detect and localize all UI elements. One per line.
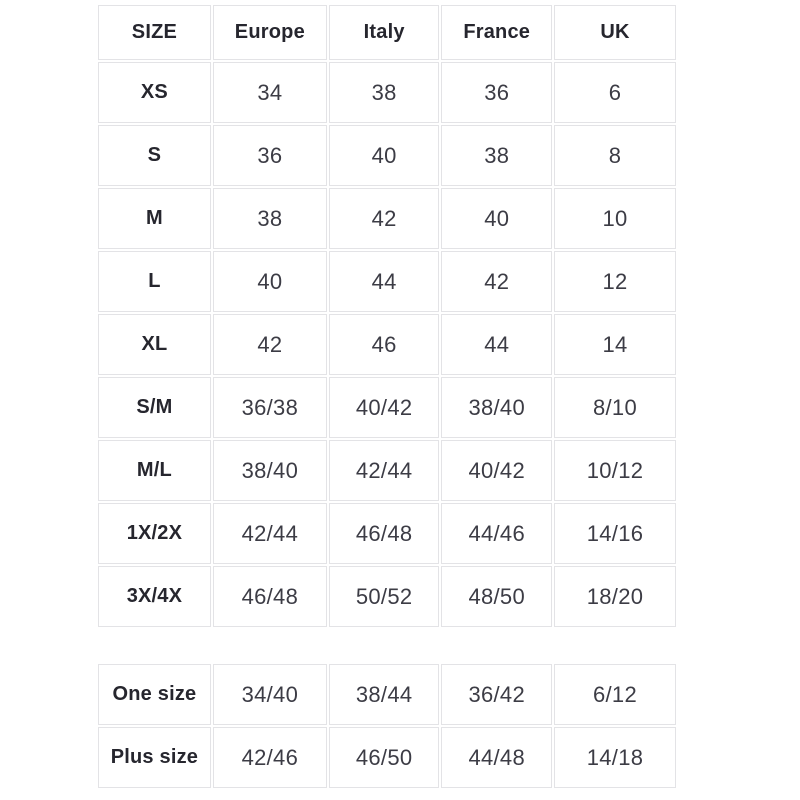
value-cell: 44/48 [441,727,553,788]
value-cell: 42/44 [212,503,327,564]
column-header: SIZE [98,5,211,60]
value-cell: 14/16 [554,503,676,564]
size-conversion-table-header: SIZE Europe Italy France UK [98,5,676,60]
value-cell: 48/50 [441,566,553,627]
table-row: XS 34 38 36 6 [98,62,676,123]
row-label-cell: S/M [98,377,211,438]
table-row: M 38 42 40 10 [98,188,676,249]
row-label-cell: Plus size [98,727,211,788]
table-row: Plus size 42/46 46/50 44/48 14/18 [98,727,676,788]
row-label-cell: 3X/4X [98,566,211,627]
value-cell: 46/48 [328,503,440,564]
value-cell: 38/40 [441,377,553,438]
row-label-cell: 1X/2X [98,503,211,564]
row-label-cell: M/L [98,440,211,501]
value-cell: 42 [441,251,553,312]
value-cell: 36/42 [441,664,553,725]
value-cell: 34 [212,62,327,123]
row-label-cell: One size [98,664,211,725]
value-cell: 40 [212,251,327,312]
table-row: L 40 44 42 12 [98,251,676,312]
value-cell: 36/38 [212,377,327,438]
value-cell: 46/50 [328,727,440,788]
value-cell: 40 [328,125,440,186]
column-header: UK [554,5,676,60]
value-cell: 14 [554,314,676,375]
value-cell: 42/46 [212,727,327,788]
value-cell: 38 [328,62,440,123]
table-row: S/M 36/38 40/42 38/40 8/10 [98,377,676,438]
row-label-cell: M [98,188,211,249]
table-gap [96,629,678,662]
special-sizes-table-body: One size 34/40 38/44 36/42 6/12 Plus size 42/4… [98,664,676,788]
value-cell: 6/12 [554,664,676,725]
value-cell: 38/44 [328,664,440,725]
value-cell: 34/40 [212,664,327,725]
value-cell: 40/42 [441,440,553,501]
value-cell: 40/42 [328,377,440,438]
table-row: One size 34/40 38/44 36/42 6/12 [98,664,676,725]
row-label-cell: XL [98,314,211,375]
value-cell: 44/46 [441,503,553,564]
row-label-cell: S [98,125,211,186]
table-row: XL 42 46 44 14 [98,314,676,375]
value-cell: 46 [328,314,440,375]
column-header: France [441,5,553,60]
table-row: S 36 40 38 8 [98,125,676,186]
column-header: Italy [328,5,440,60]
size-charts-container: SIZE Europe Italy France UK XS 34 38 36 6 S 36 40 38… [96,3,678,790]
row-label-cell: XS [98,62,211,123]
row-label-cell: L [98,251,211,312]
value-cell: 36 [441,62,553,123]
value-cell: 50/52 [328,566,440,627]
header-row: SIZE Europe Italy France UK [98,5,676,60]
size-conversion-table-body: XS 34 38 36 6 S 36 40 38 8 M 38 42 40 10 L 40 44 42 12 XL 42 4… [98,62,676,627]
value-cell: 44 [328,251,440,312]
value-cell: 10 [554,188,676,249]
value-cell: 6 [554,62,676,123]
value-cell: 38 [441,125,553,186]
value-cell: 8/10 [554,377,676,438]
value-cell: 42/44 [328,440,440,501]
table-row: 1X/2X 42/44 46/48 44/46 14/16 [98,503,676,564]
value-cell: 42 [212,314,327,375]
value-cell: 40 [441,188,553,249]
value-cell: 36 [212,125,327,186]
value-cell: 38/40 [212,440,327,501]
value-cell: 10/12 [554,440,676,501]
value-cell: 14/18 [554,727,676,788]
special-sizes-table: One size 34/40 38/44 36/42 6/12 Plus size 42/4… [96,662,678,790]
value-cell: 12 [554,251,676,312]
value-cell: 42 [328,188,440,249]
value-cell: 38 [212,188,327,249]
value-cell: 18/20 [554,566,676,627]
value-cell: 46/48 [212,566,327,627]
value-cell: 44 [441,314,553,375]
size-conversion-table: SIZE Europe Italy France UK XS 34 38 36 6 S 36 40 38… [96,3,678,629]
column-header: Europe [212,5,327,60]
table-row: 3X/4X 46/48 50/52 48/50 18/20 [98,566,676,627]
value-cell: 8 [554,125,676,186]
table-row: M/L 38/40 42/44 40/42 10/12 [98,440,676,501]
